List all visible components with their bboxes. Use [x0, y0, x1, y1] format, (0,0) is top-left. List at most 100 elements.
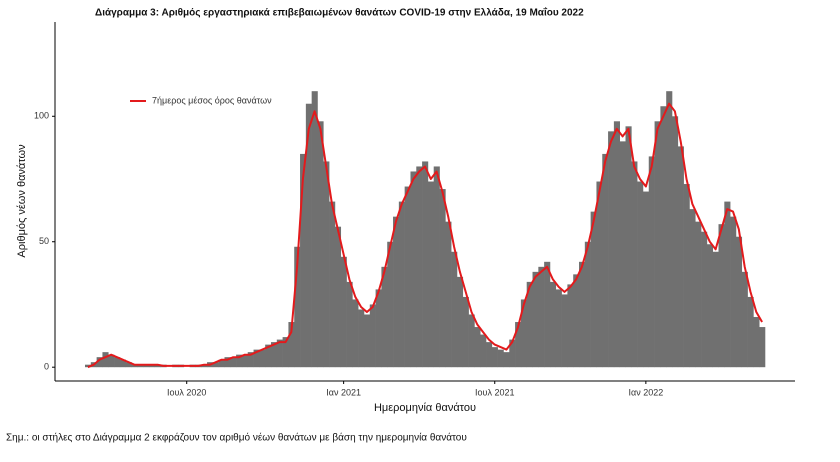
bar: [526, 281, 533, 368]
bar: [218, 359, 225, 368]
bar: [427, 181, 435, 368]
x-tick-label: Ιουλ 2020: [167, 387, 206, 397]
y-tick-label: 0: [44, 362, 49, 372]
bar: [288, 322, 295, 368]
bar: [236, 354, 243, 368]
bar: [695, 221, 702, 368]
bar: [96, 357, 103, 368]
bar: [230, 357, 237, 368]
bar: [579, 261, 586, 368]
bar: [462, 296, 469, 368]
legend-label: 7ήμερος μέσος όρος θανάτων: [152, 95, 272, 105]
bar: [369, 304, 376, 368]
bar: [433, 166, 440, 368]
bar: [143, 364, 150, 368]
bar: [422, 161, 429, 368]
bar: [491, 347, 498, 368]
bar: [311, 91, 318, 368]
bar: [555, 289, 562, 368]
chart-title: Διάγραμμα 3: Αριθμός εργαστηριακά επιβεβ…: [95, 7, 584, 19]
bar: [102, 352, 109, 368]
bar: [340, 256, 347, 368]
bar: [515, 322, 522, 368]
bar: [672, 116, 679, 368]
bar: [125, 362, 132, 368]
bar: [747, 296, 754, 368]
bar: [660, 106, 667, 368]
bar: [538, 266, 545, 368]
bar: [253, 349, 260, 368]
bar: [718, 224, 725, 368]
bar: [712, 251, 719, 368]
bar: [131, 364, 138, 368]
bar: [561, 294, 568, 368]
bar: [445, 221, 452, 368]
bar: [439, 189, 446, 368]
bar: [619, 141, 626, 368]
bar: [666, 91, 673, 368]
bar: [346, 281, 353, 368]
bar: [613, 121, 621, 368]
bar: [241, 354, 249, 368]
bar: [247, 352, 254, 368]
bar: [276, 339, 283, 368]
bar: [474, 327, 481, 368]
bar: [486, 342, 493, 368]
bar: [300, 153, 307, 368]
bar: [224, 357, 231, 368]
bar: [759, 327, 766, 368]
bar: [358, 309, 365, 368]
bar: [363, 314, 371, 368]
bar: [323, 161, 330, 368]
bar: [334, 226, 342, 368]
bar: [590, 211, 597, 368]
bar: [584, 241, 591, 368]
bar: [456, 276, 464, 368]
bar: [451, 251, 458, 368]
bar: [608, 131, 615, 368]
x-tick-label: Ιουλ 2021: [475, 387, 514, 397]
bar: [631, 161, 638, 368]
bar: [114, 357, 121, 368]
bar: [265, 344, 272, 368]
bar: [509, 339, 516, 368]
y-axis-label: Αριθμός νέων θανάτων: [16, 144, 28, 258]
y-tick-label: 100: [34, 111, 49, 121]
x-tick-label: Ιαν 2022: [628, 387, 663, 397]
bar: [317, 121, 324, 368]
bar: [480, 334, 487, 368]
bar: [683, 184, 690, 368]
bar: [549, 281, 557, 368]
bar: [503, 352, 510, 368]
bar: [637, 181, 644, 368]
bar: [387, 241, 394, 368]
bar: [201, 364, 208, 368]
bar: [520, 299, 528, 368]
bar: [305, 103, 312, 368]
bar: [497, 349, 504, 368]
bar: [85, 364, 92, 368]
bar: [735, 236, 743, 368]
bar: [625, 126, 632, 368]
bar: [642, 191, 650, 368]
bar: [677, 146, 684, 368]
bar: [573, 274, 580, 368]
bar: [119, 359, 126, 368]
bar: [329, 201, 336, 368]
bar: [544, 261, 551, 368]
bar: [410, 171, 417, 368]
bar: [270, 342, 278, 368]
bar: [393, 216, 400, 368]
bar: [724, 201, 731, 368]
bar: [741, 271, 748, 368]
bar: [154, 364, 161, 368]
bar: [468, 314, 475, 368]
bar: [596, 181, 603, 368]
bar: [137, 364, 144, 368]
x-axis-label: Ημερομηνία θανάτου: [374, 402, 476, 414]
bar: [701, 231, 708, 368]
bar: [398, 201, 405, 368]
x-tick-label: Ιαν 2021: [326, 387, 361, 397]
bar: [381, 266, 388, 368]
